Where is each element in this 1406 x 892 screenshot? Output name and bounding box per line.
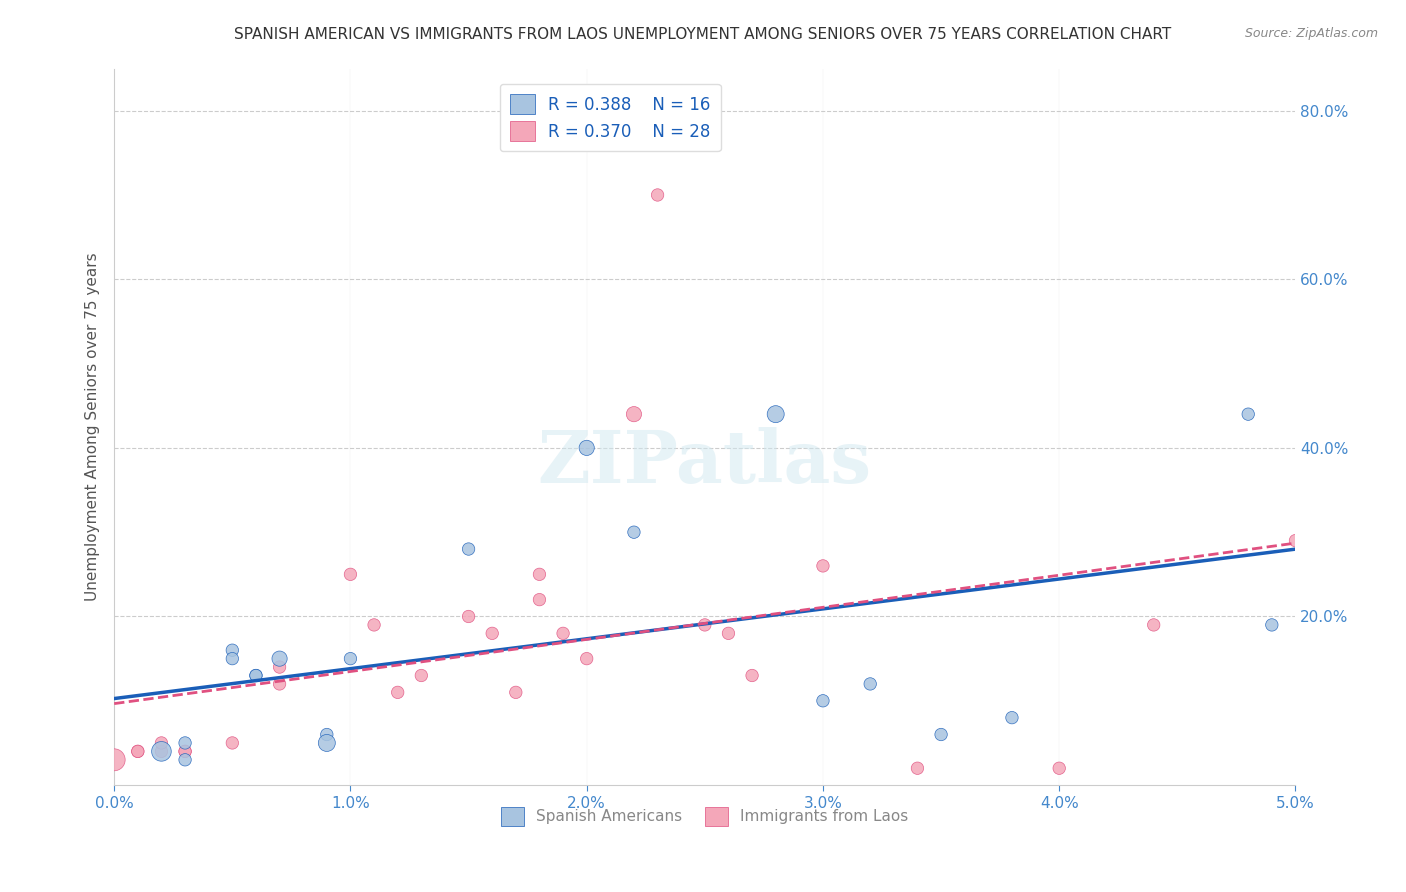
- Point: [647, 188, 669, 202]
- Point: [741, 668, 763, 682]
- Point: [765, 407, 787, 421]
- Point: [929, 727, 952, 741]
- Point: [150, 736, 173, 750]
- Point: [127, 744, 149, 758]
- Point: [481, 626, 503, 640]
- Point: [1284, 533, 1306, 548]
- Point: [387, 685, 409, 699]
- Point: [811, 558, 834, 573]
- Point: [150, 744, 173, 758]
- Point: [529, 592, 551, 607]
- Point: [457, 542, 479, 557]
- Point: [363, 618, 385, 632]
- Point: [907, 761, 929, 775]
- Point: [623, 407, 645, 421]
- Point: [174, 744, 197, 758]
- Point: [269, 660, 291, 674]
- Point: [221, 643, 243, 657]
- Point: [859, 677, 882, 691]
- Point: [717, 626, 740, 640]
- Legend: Spanish Americans, Immigrants from Laos: Spanish Americans, Immigrants from Laos: [492, 797, 918, 835]
- Point: [551, 626, 574, 640]
- Point: [529, 567, 551, 582]
- Point: [623, 525, 645, 540]
- Point: [457, 609, 479, 624]
- Point: [1261, 618, 1284, 632]
- Point: [339, 567, 361, 582]
- Point: [245, 668, 267, 682]
- Point: [174, 753, 197, 767]
- Point: [575, 651, 598, 665]
- Point: [221, 651, 243, 665]
- Point: [245, 668, 267, 682]
- Point: [174, 736, 197, 750]
- Point: [1237, 407, 1260, 421]
- Point: [1001, 711, 1024, 725]
- Text: ZIPatlas: ZIPatlas: [537, 427, 872, 498]
- Point: [505, 685, 527, 699]
- Point: [269, 651, 291, 665]
- Point: [1047, 761, 1070, 775]
- Text: Source: ZipAtlas.com: Source: ZipAtlas.com: [1244, 27, 1378, 40]
- Point: [315, 736, 337, 750]
- Point: [127, 744, 149, 758]
- Point: [269, 677, 291, 691]
- Point: [811, 694, 834, 708]
- Point: [103, 753, 125, 767]
- Point: [174, 744, 197, 758]
- Point: [575, 441, 598, 455]
- Y-axis label: Unemployment Among Seniors over 75 years: Unemployment Among Seniors over 75 years: [86, 252, 100, 601]
- Text: SPANISH AMERICAN VS IMMIGRANTS FROM LAOS UNEMPLOYMENT AMONG SENIORS OVER 75 YEAR: SPANISH AMERICAN VS IMMIGRANTS FROM LAOS…: [235, 27, 1171, 42]
- Point: [315, 727, 337, 741]
- Point: [411, 668, 433, 682]
- Point: [339, 651, 361, 665]
- Point: [693, 618, 716, 632]
- Point: [150, 744, 173, 758]
- Point: [221, 736, 243, 750]
- Point: [1143, 618, 1166, 632]
